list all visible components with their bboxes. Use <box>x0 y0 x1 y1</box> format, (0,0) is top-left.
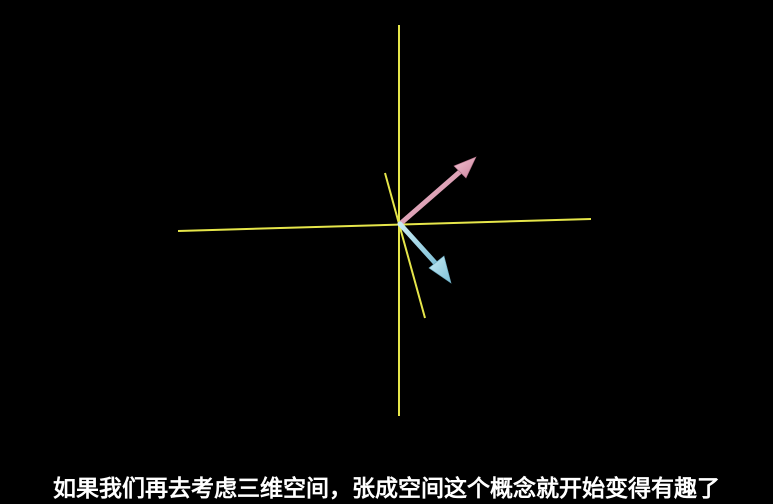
z-axis <box>384 172 426 319</box>
pink-vector <box>397 156 477 227</box>
x-axis <box>177 218 592 232</box>
blue-vector <box>397 221 452 284</box>
video-subtitle: 如果我们再去考虑三维空间，张成空间这个概念就开始变得有趣了 <box>53 476 720 502</box>
